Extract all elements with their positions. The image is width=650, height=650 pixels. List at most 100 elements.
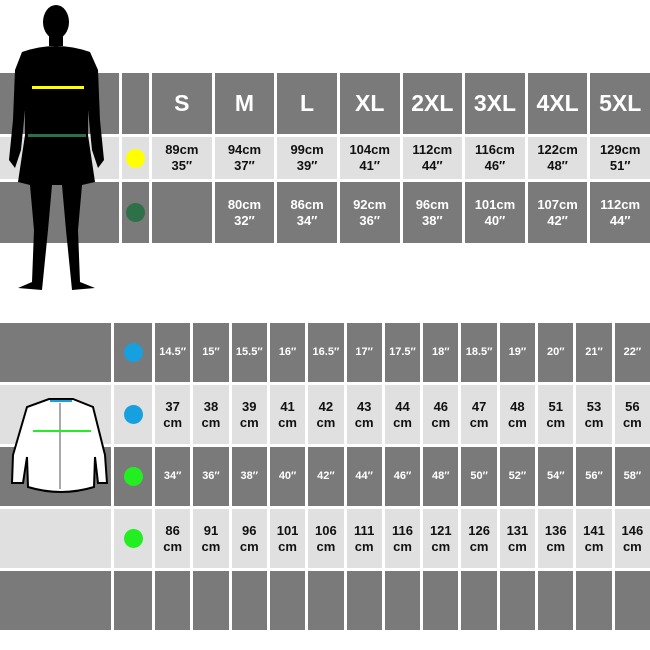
- chest-in-cell: 44″: [346, 447, 382, 506]
- size-header: 2XL: [402, 73, 463, 134]
- collar-cm-cell: 46 cm: [423, 385, 459, 444]
- waist-cm: 96cm: [415, 196, 449, 212]
- value: 42: [318, 398, 334, 414]
- waist-inch: 38″: [421, 212, 443, 228]
- value: 146: [621, 522, 644, 538]
- unit: cm: [546, 414, 566, 430]
- collar-cm-cell: 43 cm: [346, 385, 382, 444]
- value: 48″: [432, 469, 450, 482]
- chest-cm-cell: 116 cm: [384, 509, 421, 568]
- value: 47: [471, 398, 487, 414]
- value: 42″: [317, 469, 335, 482]
- collar-line: [50, 400, 72, 402]
- collar-dot-icon: [123, 343, 143, 362]
- waist-cell: 80cm 32″: [214, 182, 275, 243]
- waist-cm: 101cm: [474, 196, 516, 212]
- value: 56: [625, 398, 640, 414]
- value: 48: [510, 398, 525, 414]
- value: 37: [165, 398, 180, 414]
- collar-cm-cell: 41 cm: [269, 385, 306, 444]
- chest-cm: 122cm: [537, 142, 578, 158]
- unit: cm: [584, 538, 604, 554]
- shirt-chest-line: [33, 430, 91, 432]
- value: 22″: [623, 345, 642, 358]
- size-label: L: [300, 89, 315, 116]
- size-header: M: [214, 73, 275, 134]
- value: 106: [315, 522, 337, 538]
- dot-cell: [122, 137, 149, 179]
- chest-in-cell: 38″: [231, 447, 267, 506]
- value: 44″: [355, 469, 373, 482]
- chest-inch: 37″: [234, 158, 255, 173]
- empty-cell: [461, 571, 497, 630]
- value: 101: [276, 522, 299, 538]
- value: 44: [395, 398, 410, 414]
- shirt-icon: [10, 398, 109, 493]
- chest-cm-cell: 131 cm: [499, 509, 536, 568]
- unit: cm: [508, 414, 527, 430]
- unit: cm: [278, 538, 297, 554]
- unit: cm: [469, 538, 489, 554]
- size-header: XL: [339, 73, 400, 134]
- chest-cell: 129cm 51″: [590, 137, 650, 179]
- collar-in-cell: 16.5″: [308, 323, 344, 382]
- empty-cell: [423, 571, 459, 630]
- chest-cm-cell: 136 cm: [538, 509, 574, 568]
- empty-cell: [614, 571, 650, 630]
- chest-cm: 116cm: [475, 142, 515, 158]
- collar-in-cell: 22″: [614, 323, 650, 382]
- chest-dot-icon: [126, 148, 145, 168]
- value: 46″: [393, 469, 412, 482]
- label-cell: [0, 571, 111, 630]
- value: 38″: [240, 469, 259, 482]
- unit: cm: [622, 538, 642, 554]
- empty-cell: [231, 571, 267, 630]
- value: 86: [165, 522, 180, 538]
- value: 19″: [508, 345, 527, 358]
- value: 43: [356, 398, 372, 414]
- unit: cm: [163, 538, 183, 554]
- value: 15″: [202, 345, 220, 358]
- unit: cm: [316, 414, 336, 430]
- dot-cell: [114, 385, 152, 444]
- unit: cm: [278, 414, 297, 430]
- label-cell: [0, 182, 119, 243]
- chest-in-cell: 58″: [614, 447, 650, 506]
- chest-in-cell: 34″: [155, 447, 191, 506]
- top-size-table: S M L XL 2XL 3XL 4XL 5XL 89cm 35″ 94cm 37″ 99cm 39″ 10…: [0, 73, 650, 243]
- unit: cm: [239, 538, 259, 554]
- value: 40″: [278, 469, 297, 482]
- collar-in-cell: 20″: [538, 323, 574, 382]
- value: 17.5″: [389, 345, 416, 358]
- chest-cm-cell: 106 cm: [308, 509, 344, 568]
- chest-in-cell: 56″: [576, 447, 612, 506]
- collar-cm-cell: 48 cm: [499, 385, 536, 444]
- collar-cm-cell: 42 cm: [308, 385, 344, 444]
- value: 34″: [163, 469, 182, 482]
- chest-inch: 48″: [547, 158, 568, 173]
- value: 96: [242, 522, 257, 538]
- collar-in-cell: 16″: [269, 323, 306, 382]
- chest-cm: 104cm: [349, 142, 390, 158]
- waist-cm: 112cm: [600, 196, 641, 212]
- size-label: 5XL: [599, 89, 642, 116]
- chest-cell: 99cm 39″: [277, 137, 337, 179]
- value: 52″: [508, 469, 527, 482]
- unit: cm: [354, 414, 374, 430]
- collar-cm-cell: 53 cm: [576, 385, 612, 444]
- waist-line: [28, 134, 86, 137]
- chest-cm-cell: 91 cm: [193, 509, 229, 568]
- size-header: 3XL: [465, 73, 525, 134]
- unit: cm: [508, 538, 527, 554]
- chest-cm-cell: 121 cm: [423, 509, 459, 568]
- waist-cm: 86cm: [290, 196, 324, 212]
- dot-cell: [122, 182, 149, 243]
- collar-dot-icon: [123, 405, 143, 424]
- size-label: XL: [354, 89, 385, 116]
- value: 16″: [278, 345, 297, 358]
- chest-dot-icon: [123, 529, 143, 548]
- size-header: L: [277, 73, 337, 134]
- value: 58″: [623, 469, 642, 482]
- value: 131: [506, 522, 529, 538]
- value: 51: [548, 398, 563, 414]
